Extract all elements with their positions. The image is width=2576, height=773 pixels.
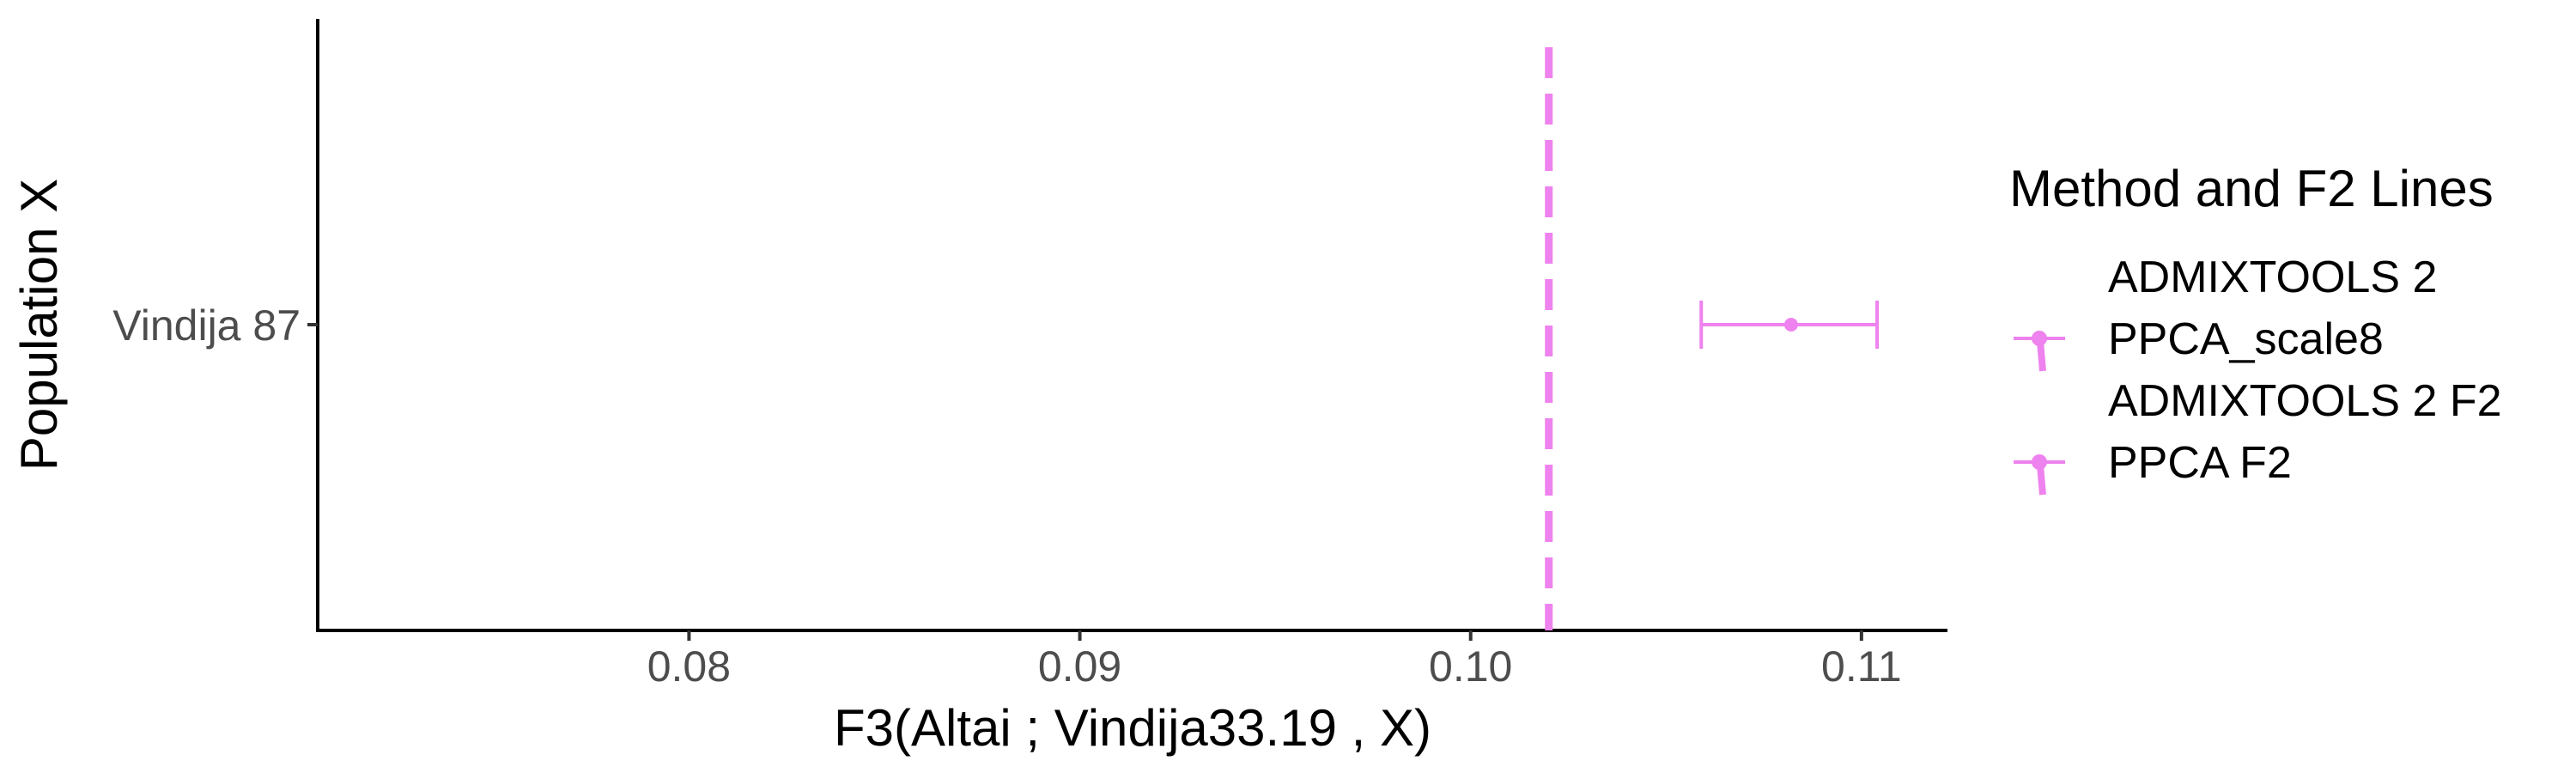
legend-entry: PPCA_scale8 (2014, 314, 2384, 372)
legend-label: PPCA_scale8 (2108, 314, 2384, 364)
legend-entry: PPCA F2 (2014, 438, 2292, 496)
legend-label: ADMIXTOOLS 2 F2 (2108, 376, 2502, 426)
y-tick-label: Vindija 87 (112, 301, 301, 350)
x-tick-label: 0.11 (1821, 642, 1902, 691)
plot-panel: 0.08 0.09 0.10 0.11 Vindija 87 (112, 19, 1947, 691)
y-ticks: Vindija 87 (112, 301, 318, 350)
legend-label: ADMIXTOOLS 2 (2108, 253, 2437, 302)
x-ticks: 0.08 0.09 0.10 0.11 (647, 630, 1902, 691)
legend: Method and F2 Lines ADMIXTOOLS 2 PPCA_sca… (2009, 160, 2502, 496)
legend-label: PPCA F2 (2108, 438, 2292, 488)
data-marks (1699, 301, 1880, 349)
x-tick-label: 0.08 (647, 642, 731, 691)
x-tick-label: 0.10 (1429, 642, 1512, 691)
legend-key-point (2032, 331, 2047, 346)
legend-entries: ADMIXTOOLS 2 PPCA_scale8 ADMIXTOOLS 2 F2 PP… (2014, 253, 2502, 496)
legend-entry: ADMIXTOOLS 2 F2 (2108, 376, 2502, 426)
legend-title: Method and F2 Lines (2009, 160, 2494, 217)
y-axis-title: Population X (10, 179, 68, 471)
legend-entry: ADMIXTOOLS 2 (2108, 253, 2437, 302)
x-tick-label: 0.09 (1038, 642, 1121, 691)
x-axis-title: F3(Altai ; Vindija33.19 , X) (834, 699, 1431, 757)
data-point (1783, 318, 1798, 332)
legend-key-point (2032, 454, 2047, 470)
